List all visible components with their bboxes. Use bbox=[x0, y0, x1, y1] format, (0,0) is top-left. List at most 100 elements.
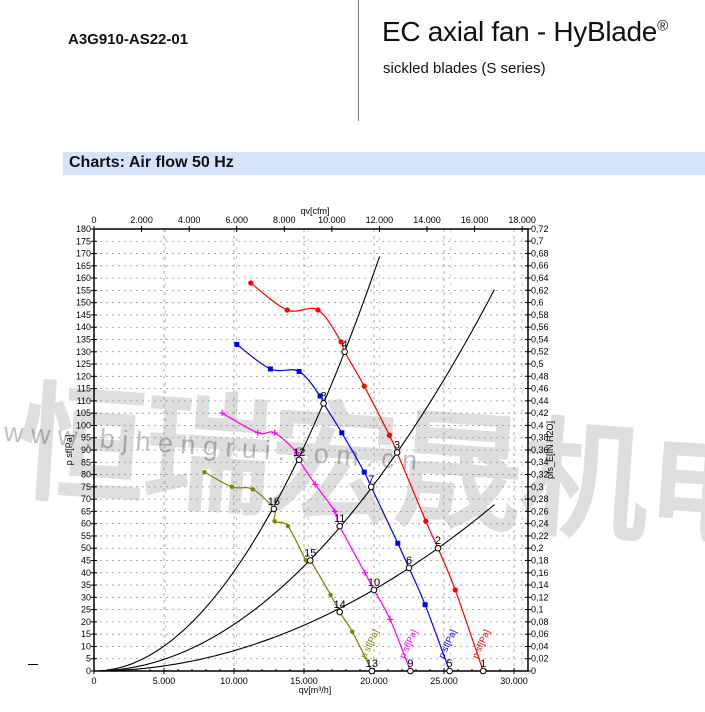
y2-tick-label: 0,5 bbox=[531, 359, 544, 369]
x-tick-label: 10.000 bbox=[220, 676, 248, 686]
data-marker-circle bbox=[229, 484, 235, 490]
data-marker-plus bbox=[361, 569, 368, 576]
y-tick-label: 85 bbox=[81, 457, 91, 467]
y-tick-label: 145 bbox=[76, 310, 91, 320]
curve-label: p sf[Pa] bbox=[470, 628, 492, 660]
operating-point bbox=[405, 564, 413, 572]
x-tick-label: 0 bbox=[91, 676, 96, 686]
y2-tick-label: 0,7 bbox=[531, 236, 544, 246]
y2-tick-label: 0,06 bbox=[531, 629, 549, 639]
y2-tick-label: 0,2 bbox=[531, 543, 544, 553]
operating-point bbox=[479, 667, 487, 675]
y2-tick-label: 0,56 bbox=[531, 322, 549, 332]
product-code: A3G910-AS22-01 bbox=[68, 31, 189, 48]
y2-tick-label: 0,54 bbox=[531, 334, 549, 344]
y2-tick-label: 0 bbox=[531, 666, 536, 676]
y2-tick-label: 0,44 bbox=[531, 396, 549, 406]
y2-tick-label: 0,18 bbox=[531, 555, 549, 565]
operating-point bbox=[368, 667, 376, 675]
y2-tick-label: 0,66 bbox=[531, 261, 549, 271]
data-marker-circle bbox=[452, 587, 458, 593]
y2-tick-label: 0,04 bbox=[531, 641, 549, 651]
data-marker-circle bbox=[248, 280, 254, 286]
y2-tick-label: 0,6 bbox=[531, 298, 544, 308]
operating-point-label: 7 bbox=[368, 474, 374, 486]
operating-point bbox=[446, 667, 453, 675]
x-tick-label: 25.000 bbox=[430, 676, 458, 686]
x-tick-label: 5.000 bbox=[153, 676, 176, 686]
data-marker-plus bbox=[294, 449, 300, 456]
header-divider bbox=[358, 0, 359, 121]
data-marker-circle bbox=[315, 307, 321, 313]
y-tick-label: 175 bbox=[76, 236, 91, 246]
operating-point bbox=[407, 667, 414, 675]
system-curve bbox=[94, 289, 495, 672]
y-tick-label: 40 bbox=[81, 568, 91, 578]
y2-tick-label: 0,68 bbox=[531, 248, 549, 258]
operating-point-label: 2 bbox=[435, 535, 441, 547]
y2-tick-label: 0,4 bbox=[531, 420, 544, 430]
operating-point bbox=[295, 456, 303, 464]
x-tick-label: 15.000 bbox=[290, 676, 318, 686]
data-marker-circle bbox=[361, 383, 367, 389]
y2-tick-label: 0,58 bbox=[531, 310, 549, 320]
operating-point-label: 10 bbox=[368, 577, 380, 589]
operating-point bbox=[307, 557, 314, 564]
y2-tick-label: 0,24 bbox=[531, 519, 549, 529]
y2-tick-label: 0,36 bbox=[531, 445, 549, 455]
operating-point-label: 11 bbox=[334, 513, 345, 525]
data-marker-plus bbox=[254, 429, 261, 436]
data-marker-circle bbox=[423, 518, 429, 524]
y-tick-label: 90 bbox=[81, 445, 91, 455]
operating-point-label: 9 bbox=[407, 658, 413, 670]
operating-point-label: 5 bbox=[447, 658, 453, 670]
registered-mark: ® bbox=[657, 17, 668, 35]
y-tick-label: 15 bbox=[81, 629, 91, 639]
operating-point bbox=[270, 505, 278, 513]
y-tick-label: 95 bbox=[81, 433, 91, 443]
operating-point-label: 14 bbox=[334, 599, 346, 611]
operating-point-label: 8 bbox=[321, 390, 327, 402]
y2-tick-label: 0,38 bbox=[531, 433, 549, 443]
section-title: Charts: Air flow 50 Hz bbox=[69, 154, 234, 171]
operating-point-label: 12 bbox=[293, 447, 305, 459]
x2-tick-label: 18.000 bbox=[508, 215, 536, 225]
operating-point-label: 4 bbox=[342, 339, 348, 351]
y-tick-label: 180 bbox=[76, 224, 91, 234]
y-tick-label: 160 bbox=[76, 273, 91, 283]
y-tick-label: 100 bbox=[76, 420, 91, 430]
operating-point bbox=[370, 586, 378, 594]
x2-tick-label: 10.000 bbox=[318, 215, 346, 225]
y-tick-label: 50 bbox=[81, 543, 91, 553]
operating-point-label: 1 bbox=[480, 658, 486, 670]
y-tick-label: 30 bbox=[81, 592, 91, 602]
operating-point bbox=[341, 348, 348, 356]
y-tick-label: 35 bbox=[81, 580, 91, 590]
x2-tick-label: 2.000 bbox=[130, 215, 153, 225]
data-marker-circle bbox=[350, 629, 355, 634]
x2-tick-label: 8.000 bbox=[273, 215, 296, 225]
y2-tick-label: 0,28 bbox=[531, 494, 549, 504]
data-marker-square bbox=[361, 469, 367, 475]
operating-point-label: 15 bbox=[304, 548, 316, 560]
y2-tick-label: 0,52 bbox=[531, 347, 549, 357]
data-marker-circle bbox=[386, 432, 392, 438]
y2-tick-label: 0,48 bbox=[531, 371, 549, 381]
y-tick-label: 170 bbox=[76, 249, 91, 259]
y2-tick-label: 0,42 bbox=[531, 408, 549, 418]
page-title: EC axial fan - HyBlade® bbox=[382, 16, 668, 48]
y-tick-label: 80 bbox=[81, 470, 91, 480]
y-tick-label: 60 bbox=[81, 519, 91, 529]
y-tick-label: 5 bbox=[86, 654, 91, 664]
y-tick-label: 105 bbox=[76, 408, 91, 418]
y-tick-label: 75 bbox=[81, 482, 91, 492]
y2-tick-label: 0,1 bbox=[531, 605, 544, 615]
y2-tick-label: 0,08 bbox=[531, 617, 549, 627]
operating-point bbox=[336, 608, 344, 616]
data-marker-circle bbox=[202, 469, 207, 475]
y-tick-label: 135 bbox=[76, 335, 91, 345]
data-marker-square bbox=[267, 366, 273, 372]
x2-axis-label: qv[cfm] bbox=[300, 206, 329, 216]
y-tick-label: 165 bbox=[76, 261, 91, 271]
data-marker-circle bbox=[250, 487, 256, 492]
